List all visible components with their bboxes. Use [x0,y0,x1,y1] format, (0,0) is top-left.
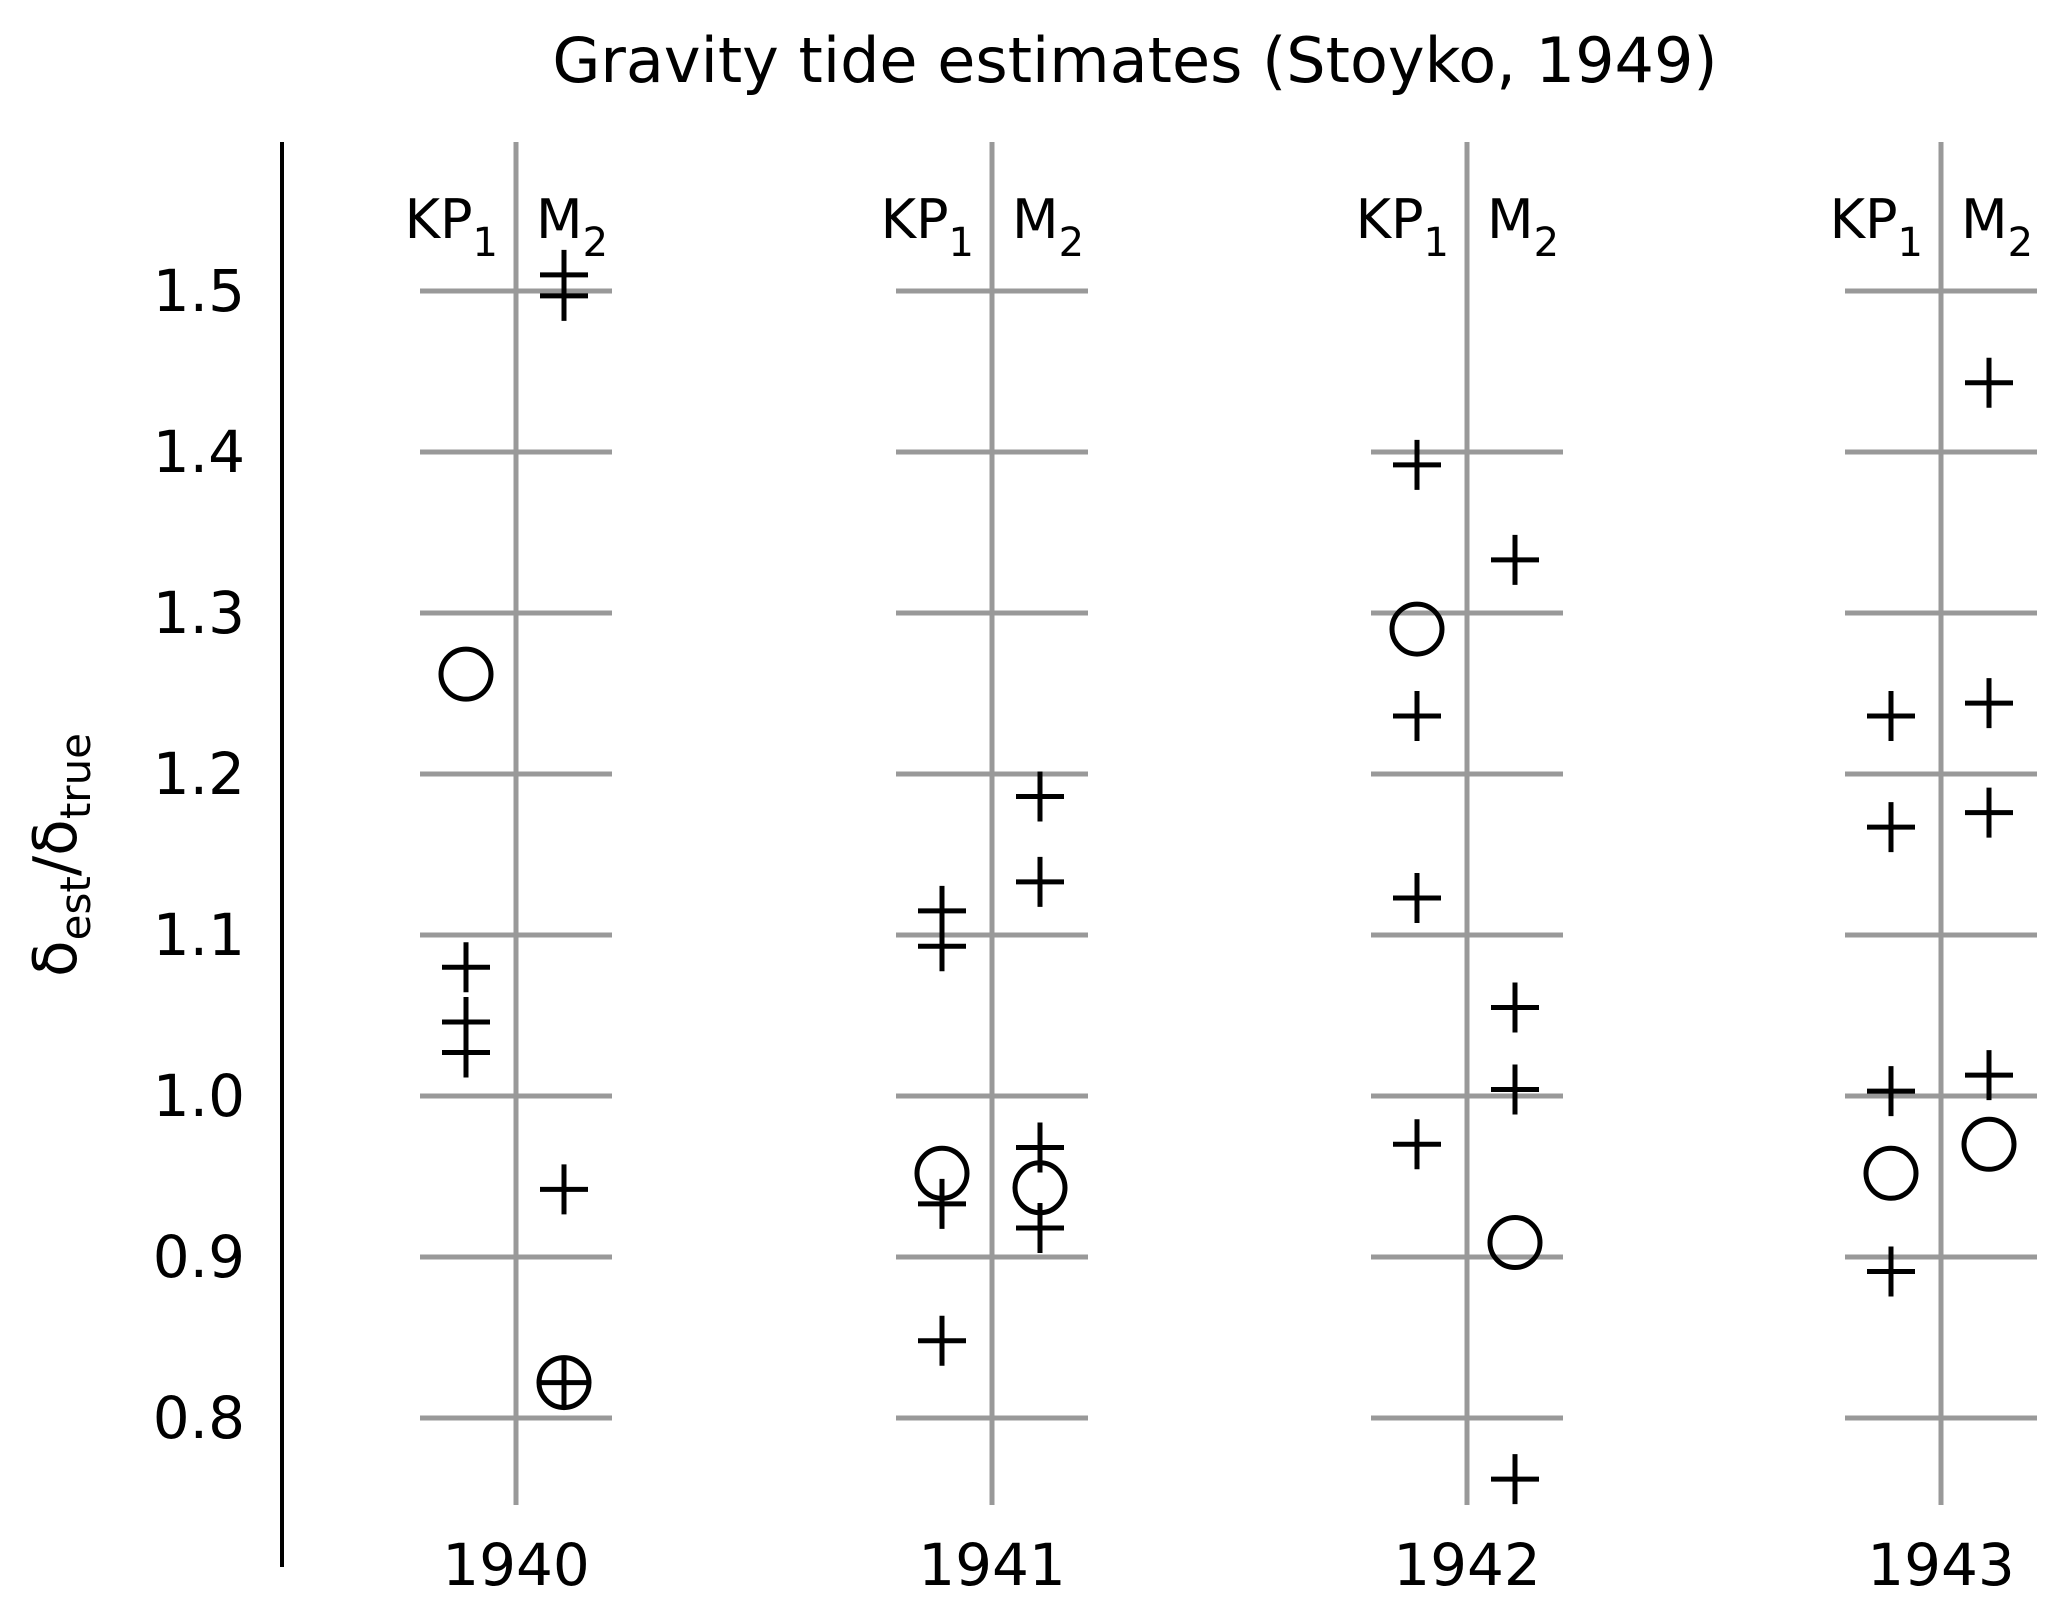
plus-marker [540,1164,588,1215]
m2-label: M2 [1961,188,2033,266]
plus-marker [1016,856,1064,907]
kp1-label: KP1 [881,188,974,266]
circle-marker [438,646,494,702]
plus-marker [442,1027,490,1078]
year-label: 1943 [1867,1531,2015,1599]
year-labels: 1940 1941 1942 1943 [442,1531,2015,1599]
plus-marker [1867,691,1915,742]
kp1-label: KP1 [1356,188,1449,266]
circle-marker [1487,1215,1543,1271]
plus-marker [918,1315,966,1366]
year-label: 1942 [1393,1531,1541,1599]
plus-marker [1867,802,1915,853]
ylabel-sub-est: est [51,876,100,940]
circle-marker [1961,1116,2017,1172]
circle-marker [1389,601,1445,657]
plus-marker [918,921,966,972]
y-tick-label: 1.4 [153,418,245,486]
m2-label: M2 [1487,188,1559,266]
year-label: 1940 [442,1531,590,1599]
plus-marker [1491,1454,1539,1505]
ylabel-sep: / [21,855,91,876]
plus-marker [1491,534,1539,585]
circle-plus-marker-cross [540,1357,588,1408]
kp1-label: KP1 [1830,188,1923,266]
plus-marker [540,270,588,321]
plus-marker [1965,678,2013,729]
plus-marker [1965,787,2013,838]
plus-marker [1393,439,1441,490]
plus-marker [1393,691,1441,742]
plus-marker [1965,357,2013,408]
y-tick-label: 0.9 [153,1223,245,1291]
ylabel-delta-2: δ [21,819,91,856]
y-tick-label: 1.1 [153,901,245,969]
year-label: 1941 [918,1531,1066,1599]
plus-marker [1491,1064,1539,1115]
y-tick-label: 1.5 [153,257,245,325]
ylabel-sub-true: true [51,733,100,819]
m2-label: M2 [1012,188,1084,266]
svg-text:δest/δtrue: δest/δtrue [21,733,100,977]
y-tick-label: 0.8 [153,1384,245,1452]
points [438,249,2017,1505]
column-labels: KP1 M2 KP1 M2 KP1 M2 KP1 M2 [405,188,2033,266]
plus-marker [1393,1119,1441,1170]
chart-title: Gravity tide estimates (Stoyko, 1949) [552,24,1717,97]
plus-marker [1491,982,1539,1033]
circle-marker [1863,1145,1919,1201]
ylabel-delta-1: δ [21,940,91,977]
plus-marker [1016,1203,1064,1254]
y-tick-label: 1.0 [153,1062,245,1130]
plus-marker [1867,1246,1915,1297]
y-axis-label: δest/δtrue [21,733,100,977]
grid [420,142,2037,1505]
m2-label: M2 [536,188,608,266]
kp1-label: KP1 [405,188,498,266]
y-tick-labels: 0.8 0.9 1.0 1.1 1.2 1.3 1.4 1.5 [153,257,245,1452]
plus-marker [1393,872,1441,923]
plus-marker [918,1178,966,1229]
plus-marker [1965,1050,2013,1101]
plus-marker [442,942,490,993]
plus-marker [1867,1066,1915,1117]
plus-marker [1016,771,1064,822]
y-tick-label: 1.2 [153,740,245,808]
y-tick-label: 1.3 [153,579,245,647]
